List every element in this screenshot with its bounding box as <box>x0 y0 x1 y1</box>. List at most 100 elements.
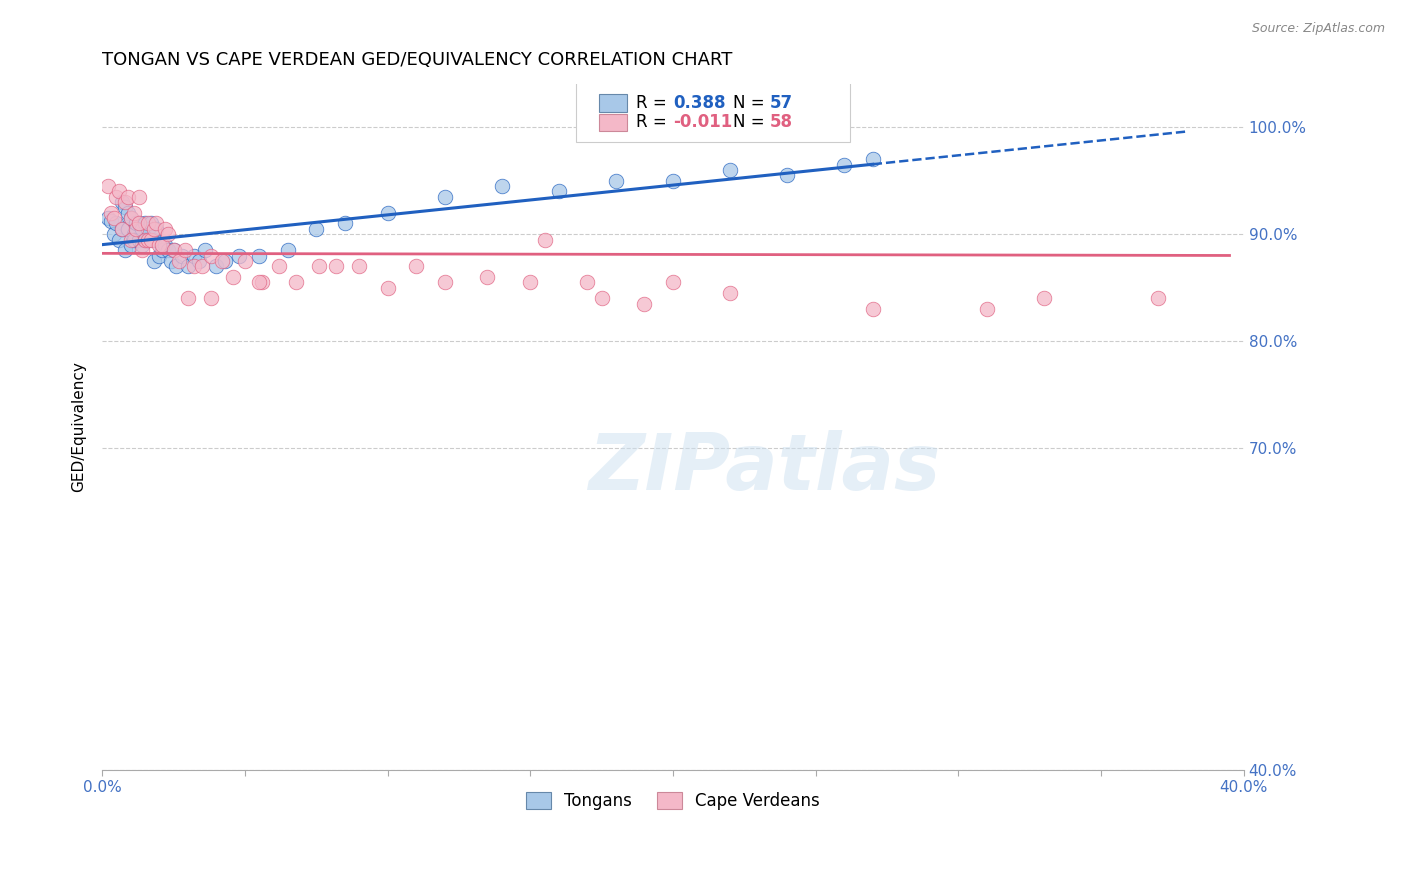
Point <box>305 222 328 236</box>
Point <box>832 157 855 171</box>
Point <box>347 260 370 274</box>
Text: N =: N = <box>734 113 770 131</box>
Point <box>177 260 200 274</box>
Point <box>228 249 250 263</box>
Point <box>165 260 187 274</box>
Point <box>156 227 179 242</box>
Point <box>718 162 741 177</box>
Point <box>519 276 541 290</box>
Text: 58: 58 <box>770 113 793 131</box>
Point <box>214 254 236 268</box>
Point <box>183 260 205 274</box>
Point <box>111 222 134 236</box>
Point <box>150 244 173 258</box>
Point <box>100 205 122 219</box>
Point <box>405 260 427 274</box>
Point <box>156 244 179 258</box>
Point <box>136 222 159 236</box>
Point <box>662 173 685 187</box>
Point <box>862 302 884 317</box>
Point <box>134 216 156 230</box>
Point <box>111 194 134 209</box>
Text: N =: N = <box>734 94 770 112</box>
Point <box>117 189 139 203</box>
Point <box>377 281 399 295</box>
Point <box>114 200 136 214</box>
Point <box>125 222 148 236</box>
Point <box>247 249 270 263</box>
Point <box>172 249 194 263</box>
Point <box>103 211 125 225</box>
Text: 57: 57 <box>770 94 793 112</box>
Point <box>134 233 156 247</box>
Point <box>97 211 120 225</box>
Text: ZIPatlas: ZIPatlas <box>588 430 941 507</box>
Point <box>222 270 245 285</box>
Point <box>117 205 139 219</box>
Point <box>120 238 142 252</box>
Point <box>491 178 513 193</box>
Point <box>136 233 159 247</box>
Point <box>533 233 555 247</box>
Point <box>111 222 134 236</box>
Point <box>433 189 456 203</box>
Point <box>200 249 222 263</box>
Point <box>576 276 599 290</box>
Point <box>120 211 142 225</box>
Point <box>718 286 741 301</box>
Point <box>277 244 299 258</box>
Point <box>131 238 153 252</box>
Point <box>142 233 165 247</box>
Point <box>285 276 308 290</box>
Point <box>122 233 145 247</box>
Point <box>108 233 131 247</box>
Point <box>117 222 139 236</box>
Point <box>139 233 162 247</box>
Point <box>142 222 165 236</box>
Point <box>105 189 128 203</box>
Point <box>97 178 120 193</box>
Point <box>136 216 159 230</box>
Point <box>188 254 211 268</box>
Point <box>128 216 150 230</box>
Y-axis label: GED/Equivalency: GED/Equivalency <box>72 361 86 492</box>
Point <box>233 254 256 268</box>
Point <box>205 260 228 274</box>
Text: Source: ZipAtlas.com: Source: ZipAtlas.com <box>1251 22 1385 36</box>
Point <box>153 222 176 236</box>
Point <box>108 184 131 198</box>
Point <box>191 260 214 274</box>
Point <box>269 260 291 274</box>
FancyBboxPatch shape <box>599 95 627 112</box>
Point <box>162 244 184 258</box>
Text: -0.011: -0.011 <box>673 113 733 131</box>
Point <box>105 216 128 230</box>
Point <box>122 205 145 219</box>
Point <box>633 297 655 311</box>
Legend: Tongans, Cape Verdeans: Tongans, Cape Verdeans <box>513 779 834 823</box>
Point <box>776 168 799 182</box>
Point <box>200 292 222 306</box>
Text: R =: R = <box>637 113 672 131</box>
Point <box>605 173 627 187</box>
FancyBboxPatch shape <box>599 113 627 131</box>
Point <box>211 254 233 268</box>
Point <box>862 152 884 166</box>
Point <box>150 238 173 252</box>
Point <box>169 254 191 268</box>
Point <box>250 276 273 290</box>
Point <box>148 238 170 252</box>
Point <box>134 233 156 247</box>
Point <box>333 216 356 230</box>
Point <box>591 292 613 306</box>
Point <box>194 244 217 258</box>
Point <box>128 233 150 247</box>
Point <box>177 292 200 306</box>
Text: R =: R = <box>637 94 672 112</box>
Point <box>136 233 159 247</box>
Point <box>114 194 136 209</box>
Point <box>976 302 998 317</box>
Point <box>148 249 170 263</box>
Point <box>131 222 153 236</box>
Point <box>120 211 142 225</box>
